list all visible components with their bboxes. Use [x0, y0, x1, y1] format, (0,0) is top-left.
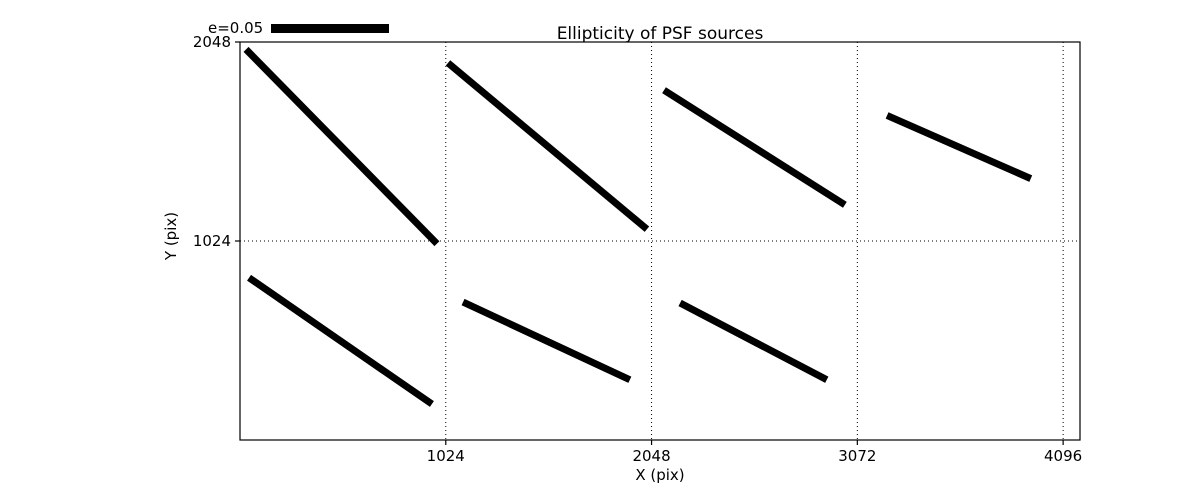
x-tick-label-1024: 1024 — [427, 447, 465, 465]
ellipticity-stick-2 — [445, 60, 650, 232]
chart-title: Ellipticity of PSF sources — [556, 24, 764, 44]
ellipticity-stick-5 — [247, 274, 434, 407]
x-tick-label-4096: 4096 — [1044, 447, 1082, 465]
y-tick-label-2048: 2048 — [193, 33, 231, 51]
ellipticity-stick-1 — [243, 46, 440, 247]
x-tick-label-2048: 2048 — [632, 447, 670, 465]
ellipticity-stick-6 — [461, 298, 632, 383]
legend-label: e=0.05 — [208, 19, 264, 37]
x-axis-label: X (pix) — [635, 466, 685, 484]
x-tick-label-3072: 3072 — [838, 447, 876, 465]
y-tick-label-1024: 1024 — [193, 232, 231, 250]
ellipticity-stick-7 — [678, 299, 829, 383]
y-axis-label: Y (pix) — [162, 211, 180, 261]
ellipticity-stick-4 — [885, 112, 1033, 182]
ellipticity-stick-3 — [662, 87, 847, 208]
legend-sample-line — [271, 23, 390, 33]
legend: e=0.05 — [208, 19, 390, 37]
